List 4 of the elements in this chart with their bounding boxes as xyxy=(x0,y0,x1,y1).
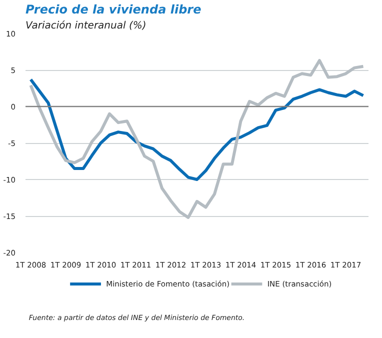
chart-title: Precio de la vivienda libre xyxy=(26,2,202,16)
line-series xyxy=(29,59,365,219)
chart-subtitle: Variación interanual (%) xyxy=(26,20,146,32)
line-series xyxy=(29,78,365,181)
